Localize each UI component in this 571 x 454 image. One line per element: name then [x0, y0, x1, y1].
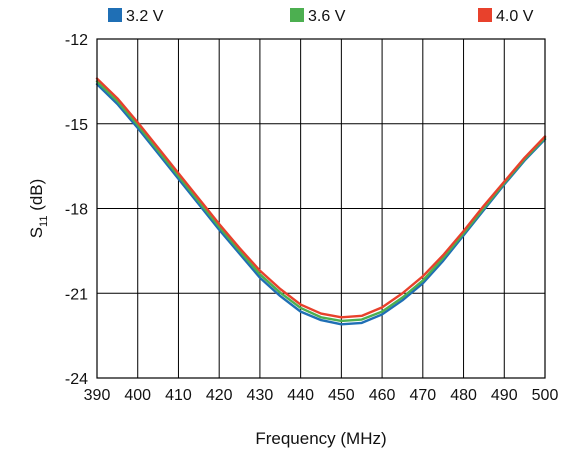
legend-label-1: 3.2 V — [126, 8, 164, 25]
y-tick-label: -12 — [65, 32, 88, 49]
plot-frame — [96, 38, 546, 379]
legend: 3.2 V 3.6 V 4.0 V — [108, 8, 534, 25]
series-line-3 — [95, 77, 547, 319]
legend-swatch-3 — [478, 8, 492, 22]
y-tick-label: -21 — [65, 286, 88, 303]
x-tick-label: 390 — [84, 387, 111, 404]
y-tick-labels: -12 -15 -18 -21 -24 — [65, 32, 88, 388]
x-tick-label: 460 — [369, 387, 396, 404]
x-tick-label: 410 — [165, 387, 192, 404]
x-tick-label: 480 — [450, 387, 477, 404]
y-tick-label: -15 — [65, 117, 88, 134]
y-axis-label-unit: (dB) — [27, 179, 46, 216]
x-tick-label: 500 — [532, 387, 559, 404]
series-line-2 — [95, 80, 547, 323]
x-tick-label: 490 — [491, 387, 518, 404]
y-tick-label: -18 — [65, 202, 88, 219]
x-tick-label: 470 — [409, 387, 436, 404]
y-tick-label: -24 — [65, 371, 88, 388]
y-axis-label-subscript: 11 — [38, 216, 50, 227]
x-tick-label: 430 — [247, 387, 274, 404]
legend-label-3: 4.0 V — [496, 8, 534, 25]
y-axis-label-main: S — [27, 227, 46, 238]
y-axis-label: S11 (dB) — [27, 179, 50, 239]
plot-grid — [96, 38, 546, 379]
x-tick-label: 400 — [124, 387, 151, 404]
x-tick-label: 440 — [287, 387, 314, 404]
x-tick-label: 420 — [206, 387, 233, 404]
x-tick-labels: 390 400 410 420 430 440 450 460 470 480 490 500 — [84, 387, 559, 404]
x-tick-label: 450 — [328, 387, 355, 404]
legend-swatch-1 — [108, 8, 122, 22]
series-lines — [95, 77, 547, 326]
legend-label-2: 3.6 V — [308, 8, 346, 25]
x-axis-label: Frequency (MHz) — [255, 429, 386, 448]
legend-swatch-2 — [290, 8, 304, 22]
series-line-1 — [95, 82, 547, 326]
